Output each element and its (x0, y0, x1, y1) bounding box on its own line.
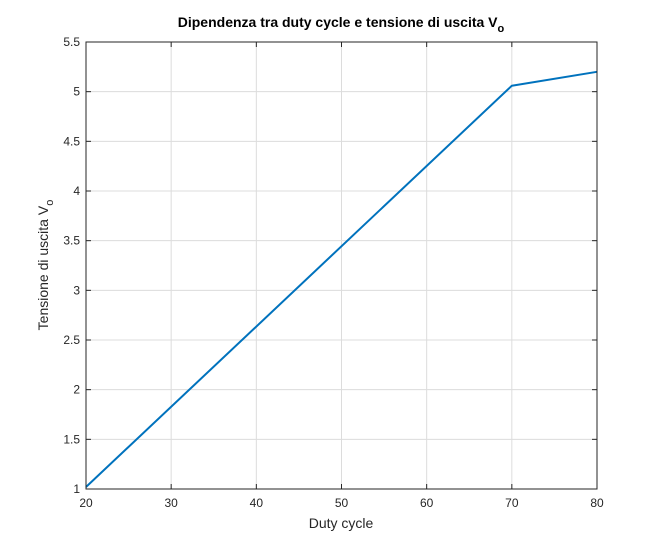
series-line (85, 70, 598, 488)
x-tick-label: 50 (335, 496, 349, 510)
series-layer (85, 70, 598, 488)
x-tick-label: 60 (420, 496, 434, 510)
y-tick-label: 5 (73, 85, 80, 99)
y-tick-label: 3.5 (63, 234, 80, 248)
x-tick-label: 80 (590, 496, 604, 510)
y-tick-label: 5.5 (63, 35, 80, 49)
chart-title: Dipendenza tra duty cycle e tensione di … (178, 14, 505, 35)
x-tick-label: 30 (164, 496, 178, 510)
y-axis-label: Tensione di uscita Vo (35, 200, 56, 331)
y-tick-label: 1.5 (63, 432, 80, 446)
x-axis-label: Duty cycle (309, 515, 374, 531)
x-tick-label: 40 (250, 496, 264, 510)
y-tick-label: 3 (73, 283, 80, 297)
x-tick-label: 70 (505, 496, 519, 510)
y-tick-label: 1 (73, 482, 80, 496)
y-tick-label: 4 (73, 184, 80, 198)
x-tick-labels: 20 30 40 50 60 70 80 (79, 496, 604, 510)
y-tick-label: 2 (73, 383, 80, 397)
y-tick-labels: 1 1.5 2 2.5 3 3.5 4 4.5 5 5.5 (63, 35, 80, 496)
y-tick-label: 2.5 (63, 333, 80, 347)
y-tick-label: 4.5 (63, 134, 80, 148)
ticks (85, 41, 598, 490)
x-tick-label: 20 (79, 496, 93, 510)
